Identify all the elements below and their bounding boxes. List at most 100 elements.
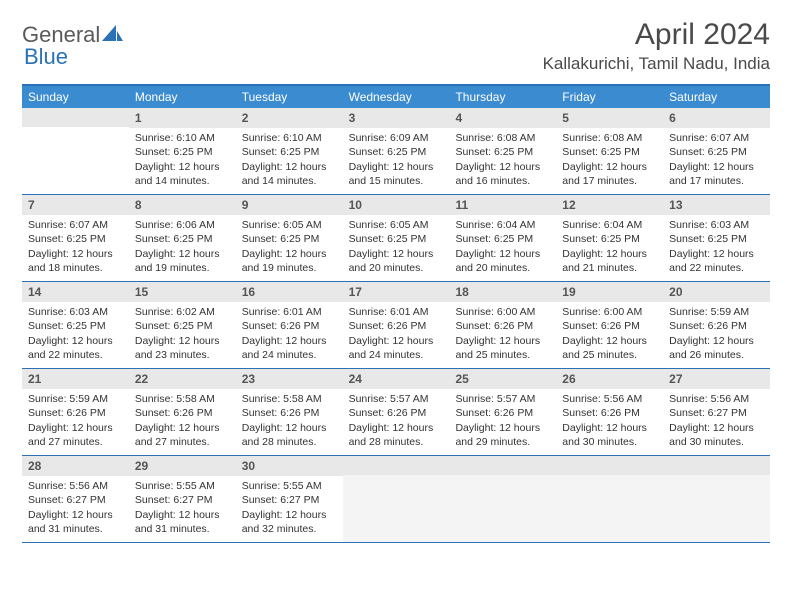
sunrise: Sunrise: 6:04 AM	[455, 218, 550, 232]
sunrise: Sunrise: 5:57 AM	[455, 392, 550, 406]
week-row: 1Sunrise: 6:10 AMSunset: 6:25 PMDaylight…	[22, 108, 770, 195]
day-number: 13	[663, 195, 770, 215]
sunset: Sunset: 6:26 PM	[455, 406, 550, 420]
day-cell: 17Sunrise: 6:01 AMSunset: 6:26 PMDayligh…	[343, 282, 450, 368]
day-cell: 21Sunrise: 5:59 AMSunset: 6:26 PMDayligh…	[22, 369, 129, 455]
daylight: Daylight: 12 hours and 29 minutes.	[455, 421, 550, 449]
day-body: Sunrise: 6:02 AMSunset: 6:25 PMDaylight:…	[129, 302, 236, 368]
sunset: Sunset: 6:25 PM	[669, 145, 764, 159]
logo-line2: Blue	[24, 44, 68, 70]
day-cell: 12Sunrise: 6:04 AMSunset: 6:25 PMDayligh…	[556, 195, 663, 281]
sunset: Sunset: 6:26 PM	[669, 319, 764, 333]
day-cell: 27Sunrise: 5:56 AMSunset: 6:27 PMDayligh…	[663, 369, 770, 455]
daylight: Daylight: 12 hours and 32 minutes.	[242, 508, 337, 536]
day-body: Sunrise: 6:04 AMSunset: 6:25 PMDaylight:…	[449, 215, 556, 281]
sunrise: Sunrise: 6:09 AM	[349, 131, 444, 145]
weekday-thu: Thursday	[449, 86, 556, 108]
sunrise: Sunrise: 6:03 AM	[669, 218, 764, 232]
day-body: Sunrise: 5:58 AMSunset: 6:26 PMDaylight:…	[236, 389, 343, 455]
day-body: Sunrise: 5:56 AMSunset: 6:27 PMDaylight:…	[22, 476, 129, 542]
day-cell: 2Sunrise: 6:10 AMSunset: 6:25 PMDaylight…	[236, 108, 343, 194]
day-number: 27	[663, 369, 770, 389]
day-number: 9	[236, 195, 343, 215]
day-body: Sunrise: 6:08 AMSunset: 6:25 PMDaylight:…	[449, 128, 556, 194]
day-cell: 20Sunrise: 5:59 AMSunset: 6:26 PMDayligh…	[663, 282, 770, 368]
sunset: Sunset: 6:25 PM	[242, 232, 337, 246]
sunset: Sunset: 6:25 PM	[242, 145, 337, 159]
sunrise: Sunrise: 5:58 AM	[242, 392, 337, 406]
day-number: 11	[449, 195, 556, 215]
day-body: Sunrise: 6:04 AMSunset: 6:25 PMDaylight:…	[556, 215, 663, 281]
daylight: Daylight: 12 hours and 20 minutes.	[455, 247, 550, 275]
day-cell: 23Sunrise: 5:58 AMSunset: 6:26 PMDayligh…	[236, 369, 343, 455]
sunset: Sunset: 6:27 PM	[669, 406, 764, 420]
day-cell: 15Sunrise: 6:02 AMSunset: 6:25 PMDayligh…	[129, 282, 236, 368]
sunset: Sunset: 6:26 PM	[28, 406, 123, 420]
sunrise: Sunrise: 5:59 AM	[669, 305, 764, 319]
day-cell: 4Sunrise: 6:08 AMSunset: 6:25 PMDaylight…	[449, 108, 556, 194]
location: Kallakurichi, Tamil Nadu, India	[543, 54, 770, 74]
day-cell: 14Sunrise: 6:03 AMSunset: 6:25 PMDayligh…	[22, 282, 129, 368]
daylight: Daylight: 12 hours and 19 minutes.	[135, 247, 230, 275]
sunrise: Sunrise: 5:56 AM	[28, 479, 123, 493]
sunset: Sunset: 6:25 PM	[28, 319, 123, 333]
day-body: Sunrise: 6:10 AMSunset: 6:25 PMDaylight:…	[129, 128, 236, 194]
day-cell: 18Sunrise: 6:00 AMSunset: 6:26 PMDayligh…	[449, 282, 556, 368]
daylight: Daylight: 12 hours and 28 minutes.	[242, 421, 337, 449]
day-body: Sunrise: 5:57 AMSunset: 6:26 PMDaylight:…	[449, 389, 556, 455]
sunset: Sunset: 6:26 PM	[562, 406, 657, 420]
sunrise: Sunrise: 6:10 AM	[135, 131, 230, 145]
day-cell: 7Sunrise: 6:07 AMSunset: 6:25 PMDaylight…	[22, 195, 129, 281]
sunset: Sunset: 6:26 PM	[242, 319, 337, 333]
day-cell	[556, 456, 663, 542]
sunset: Sunset: 6:25 PM	[562, 232, 657, 246]
day-number: 2	[236, 108, 343, 128]
sunrise: Sunrise: 6:01 AM	[349, 305, 444, 319]
day-number	[663, 456, 770, 475]
daylight: Daylight: 12 hours and 19 minutes.	[242, 247, 337, 275]
sunset: Sunset: 6:27 PM	[28, 493, 123, 507]
sunrise: Sunrise: 6:04 AM	[562, 218, 657, 232]
title-block: April 2024 Kallakurichi, Tamil Nadu, Ind…	[543, 18, 770, 74]
day-number: 30	[236, 456, 343, 476]
weekday-sat: Saturday	[663, 86, 770, 108]
sunrise: Sunrise: 6:08 AM	[562, 131, 657, 145]
day-body: Sunrise: 6:03 AMSunset: 6:25 PMDaylight:…	[663, 215, 770, 281]
day-number: 26	[556, 369, 663, 389]
day-number	[556, 456, 663, 475]
daylight: Daylight: 12 hours and 21 minutes.	[562, 247, 657, 275]
day-number: 10	[343, 195, 450, 215]
day-number: 16	[236, 282, 343, 302]
day-number: 20	[663, 282, 770, 302]
daylight: Daylight: 12 hours and 18 minutes.	[28, 247, 123, 275]
sunrise: Sunrise: 5:55 AM	[135, 479, 230, 493]
sunrise: Sunrise: 5:57 AM	[349, 392, 444, 406]
sunset: Sunset: 6:26 PM	[455, 319, 550, 333]
sunrise: Sunrise: 5:55 AM	[242, 479, 337, 493]
sunset: Sunset: 6:25 PM	[349, 232, 444, 246]
day-body: Sunrise: 5:55 AMSunset: 6:27 PMDaylight:…	[236, 476, 343, 542]
weekday-sun: Sunday	[22, 86, 129, 108]
sunset: Sunset: 6:25 PM	[562, 145, 657, 159]
day-number: 6	[663, 108, 770, 128]
week-row: 21Sunrise: 5:59 AMSunset: 6:26 PMDayligh…	[22, 369, 770, 456]
week-row: 7Sunrise: 6:07 AMSunset: 6:25 PMDaylight…	[22, 195, 770, 282]
day-number	[343, 456, 450, 475]
day-number: 28	[22, 456, 129, 476]
day-number: 8	[129, 195, 236, 215]
sunset: Sunset: 6:25 PM	[28, 232, 123, 246]
sunrise: Sunrise: 6:05 AM	[349, 218, 444, 232]
weekday-wed: Wednesday	[343, 86, 450, 108]
day-number: 4	[449, 108, 556, 128]
sunset: Sunset: 6:25 PM	[135, 145, 230, 159]
day-body: Sunrise: 6:00 AMSunset: 6:26 PMDaylight:…	[556, 302, 663, 368]
day-body: Sunrise: 6:05 AMSunset: 6:25 PMDaylight:…	[236, 215, 343, 281]
day-number: 25	[449, 369, 556, 389]
sunrise: Sunrise: 6:07 AM	[669, 131, 764, 145]
day-body: Sunrise: 6:03 AMSunset: 6:25 PMDaylight:…	[22, 302, 129, 368]
weekday-row: Sunday Monday Tuesday Wednesday Thursday…	[22, 86, 770, 108]
day-cell: 29Sunrise: 5:55 AMSunset: 6:27 PMDayligh…	[129, 456, 236, 542]
sunrise: Sunrise: 5:56 AM	[562, 392, 657, 406]
daylight: Daylight: 12 hours and 20 minutes.	[349, 247, 444, 275]
day-body: Sunrise: 6:09 AMSunset: 6:25 PMDaylight:…	[343, 128, 450, 194]
